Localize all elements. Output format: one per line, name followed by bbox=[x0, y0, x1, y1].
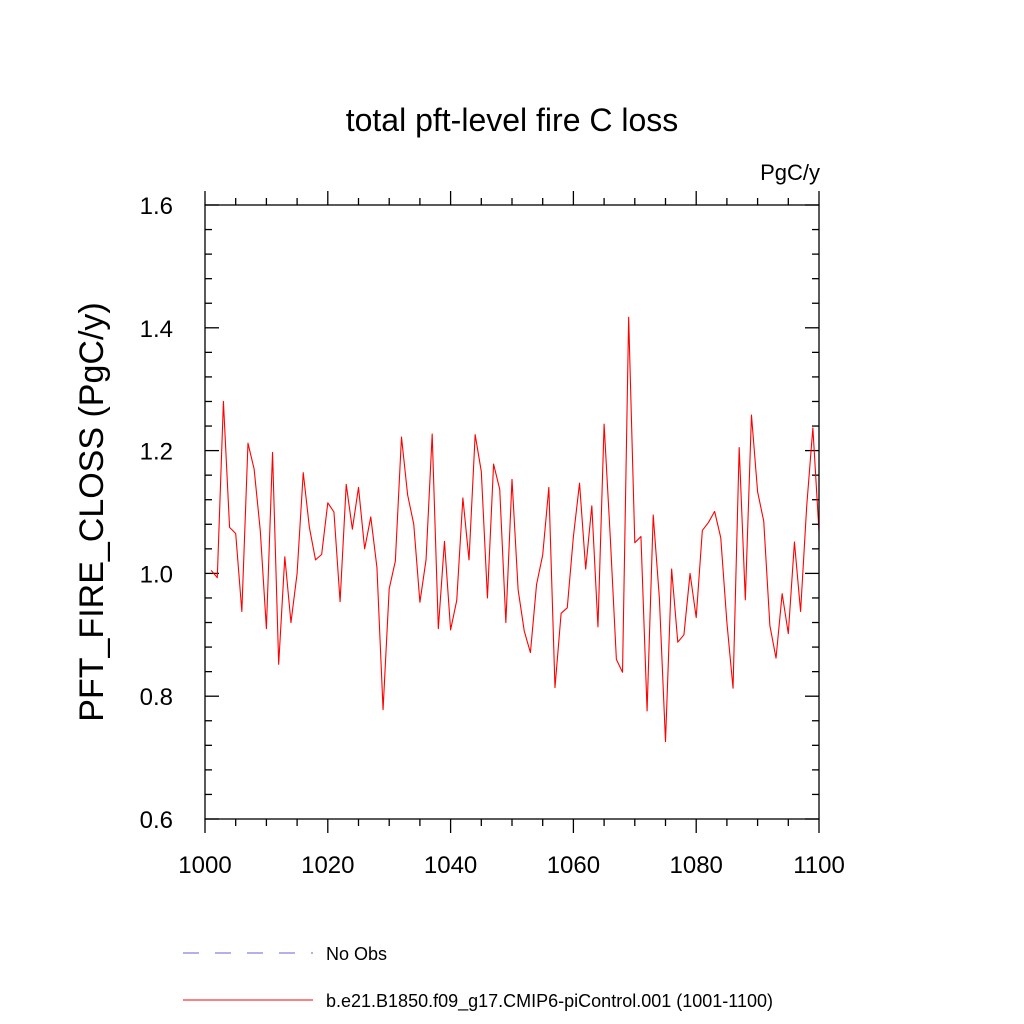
x-tick-label: 1080 bbox=[670, 852, 723, 879]
y-tick-label: 1.2 bbox=[140, 439, 173, 466]
x-tick-label: 1100 bbox=[793, 852, 845, 879]
y-tick-label: 1.0 bbox=[140, 561, 173, 588]
y-tick-label: 0.6 bbox=[140, 807, 173, 834]
x-tick-label: 1020 bbox=[301, 852, 354, 879]
legend-label: No Obs bbox=[326, 944, 387, 964]
plot-frame bbox=[204, 204, 820, 820]
y-axis-label: PFT_FIRE_CLOSS (PgC/y) bbox=[73, 302, 111, 721]
x-tick-label: 1060 bbox=[547, 852, 600, 879]
legend-label: b.e21.B1850.f09_g17.CMIP6-piControl.001 … bbox=[326, 991, 773, 1012]
units-label: PgC/y bbox=[760, 160, 820, 185]
series-line bbox=[210, 316, 820, 743]
tick-labels: 1000 1020 1040 1060 1080 1100 0.6 0.8 1.0 1.2 1.4 1… bbox=[140, 193, 845, 879]
plot-lines bbox=[210, 316, 820, 743]
y-tick-label: 0.8 bbox=[140, 684, 173, 711]
chart-title: total pft-level fire C loss bbox=[346, 102, 679, 138]
y-tick-label: 1.6 bbox=[140, 193, 173, 220]
x-tick-label: 1040 bbox=[424, 852, 477, 879]
y-tick-label: 1.4 bbox=[140, 316, 173, 343]
legend: No Obs b.e21.B1850.f09_g17.CMIP6-piContro… bbox=[183, 944, 773, 1012]
x-tick-label: 1000 bbox=[178, 852, 231, 879]
axis-ticks bbox=[204, 191, 820, 833]
